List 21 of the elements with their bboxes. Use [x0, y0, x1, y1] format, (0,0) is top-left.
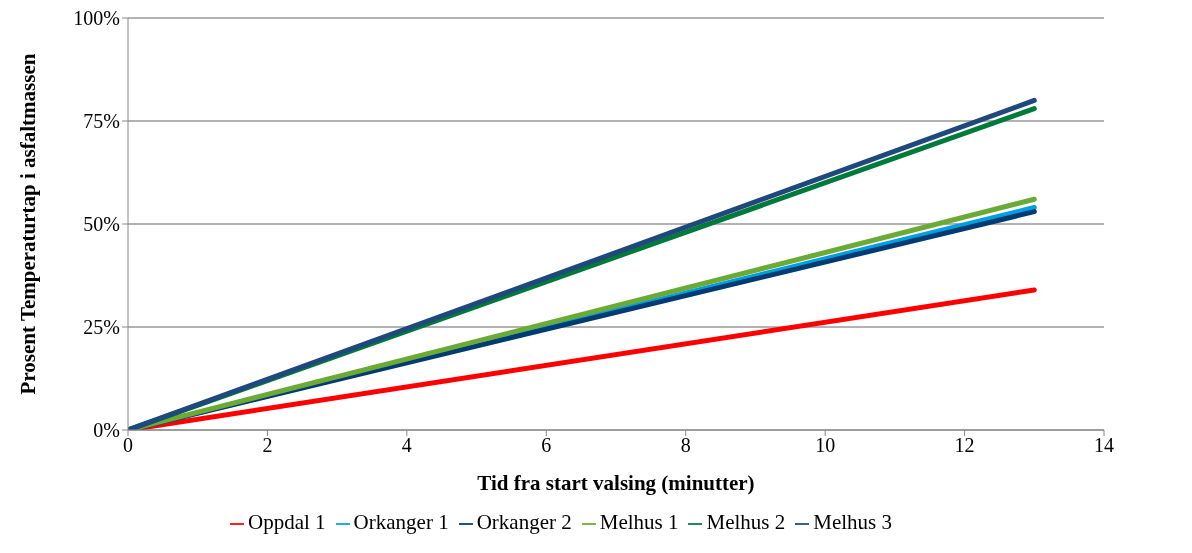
- y-tick-label: 50%: [83, 213, 120, 236]
- y-tick-label: 75%: [83, 110, 120, 133]
- x-tick-label: 6: [541, 434, 552, 457]
- x-tick-label: 0: [123, 434, 133, 457]
- legend-label: Melhus 3: [813, 510, 892, 534]
- legend-label: Melhus 1: [599, 510, 679, 534]
- y-tick-label: 0%: [93, 419, 120, 442]
- x-axis-title: Tid fra start valsing (minutter): [477, 471, 755, 495]
- x-tick-label: 10: [815, 434, 836, 457]
- legend-label: Orkanger 2: [476, 510, 572, 534]
- x-tick-label: 12: [954, 434, 975, 457]
- legend-label: Orkanger 1: [353, 510, 449, 534]
- x-tick-label: 4: [401, 434, 412, 457]
- legend-label: Oppdal 1: [248, 510, 326, 534]
- y-tick-label: 100%: [73, 7, 120, 30]
- x-tick-label: 8: [680, 434, 691, 457]
- x-tick-label: 2: [262, 434, 273, 457]
- y-axis-title: Prosent Temperaturtap i asfaltmassen: [16, 53, 41, 395]
- legend-label: Melhus 2: [706, 510, 786, 534]
- x-tick-label: 14: [1094, 434, 1114, 457]
- y-tick-label: 25%: [83, 316, 120, 339]
